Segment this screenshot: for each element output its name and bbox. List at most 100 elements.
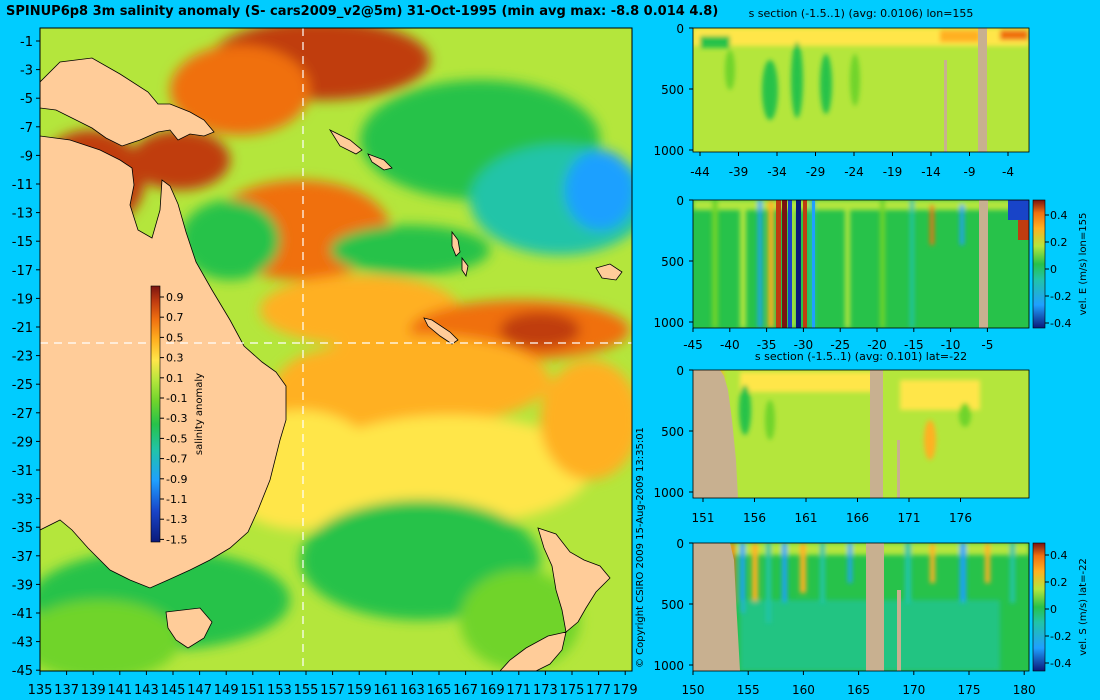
colorbar-tick-label: 0.2 xyxy=(1050,576,1068,589)
y-tick-label: -43 xyxy=(12,636,33,651)
y-tick-label: 500 xyxy=(661,598,684,612)
x-tick-label: -29 xyxy=(806,165,826,179)
panel3-y-axis: 0 500 1000 xyxy=(653,364,693,500)
new-guinea xyxy=(40,57,215,147)
panel3-x-axis: 151 156 161 166 171 176 xyxy=(692,498,972,525)
x-tick-label: 169 xyxy=(480,683,505,698)
panel2-x-axis: -45 -40 -35 -30 -25 -20 -15 -10 -5 xyxy=(683,328,993,352)
x-tick-label: 179 xyxy=(613,683,638,698)
topography xyxy=(978,28,987,152)
panel3-frame xyxy=(692,369,1030,499)
y-tick-label: -5 xyxy=(20,92,33,107)
x-tick-label: 173 xyxy=(533,683,558,698)
panel-velS-lat22: 0 500 1000 150 155 160 165 170 175 180 0.4 0.2 0 -0… xyxy=(653,537,1089,697)
x-tick-label: -44 xyxy=(690,165,710,179)
y-tick-label: 1000 xyxy=(653,316,684,330)
colorbar-tick-label: 0.7 xyxy=(166,311,184,324)
x-tick-label: 166 xyxy=(846,511,869,525)
x-tick-label: -20 xyxy=(867,338,887,352)
y-tick-label: -27 xyxy=(12,407,33,422)
y-tick-label: 0 xyxy=(676,364,684,378)
y-tick-label: 1000 xyxy=(653,486,684,500)
y-tick-label: -15 xyxy=(12,235,33,250)
panel-salinity-lat22: s section (-1.5..1) (avg: 0.101) lat=-22… xyxy=(653,350,1030,525)
y-tick-label: 0 xyxy=(676,537,684,551)
x-tick-label: -24 xyxy=(844,165,864,179)
x-tick-label: 155 xyxy=(737,683,760,697)
x-tick-label: 165 xyxy=(847,683,870,697)
colorbar-tick-label: -0.3 xyxy=(166,412,187,425)
colorbar-tick-label: -0.1 xyxy=(166,392,187,405)
y-tick-label: -9 xyxy=(20,149,33,164)
panel4-y-axis: 0 500 1000 xyxy=(653,537,693,673)
x-tick-label: -5 xyxy=(981,338,993,352)
fiji xyxy=(595,263,623,281)
colorbar-tick-label: -0.2 xyxy=(1050,630,1071,643)
colorbar-label: salinity anomaly xyxy=(194,373,205,455)
x-tick-label: -14 xyxy=(921,165,941,179)
y-tick-label: -11 xyxy=(12,178,33,193)
x-tick-label: 153 xyxy=(267,683,292,698)
colorbar-tick-label: 0 xyxy=(1050,263,1057,276)
colorbar-tick-label: 0.4 xyxy=(1050,209,1068,222)
x-tick-label: -10 xyxy=(941,338,961,352)
x-tick-label: -4 xyxy=(1002,165,1014,179)
x-tick-label: 176 xyxy=(949,511,972,525)
panel2-y-axis: 0 500 1000 xyxy=(653,194,693,330)
x-tick-label: 151 xyxy=(692,511,715,525)
y-tick-label: -19 xyxy=(12,292,33,307)
panel2-colorbar xyxy=(1032,199,1046,329)
australia xyxy=(40,135,287,589)
x-tick-label: 180 xyxy=(1013,683,1036,697)
y-tick-label: 0 xyxy=(676,194,684,208)
salinity-colorbar: 0.9 0.7 0.5 0.3 0.1 -0.1 -0.3 -0.5 -0.7 -0.9 -1.1 -… xyxy=(150,285,205,546)
x-tick-label: 141 xyxy=(107,683,132,698)
panel1-title: s section (-1.5..1) (avg: 0.0106) lon=15… xyxy=(749,7,974,20)
panel2-colorbar-ticks: 0.4 0.2 0 -0.2 -0.4 xyxy=(1045,209,1071,330)
colorbar-tick-label: -0.5 xyxy=(166,432,187,445)
y-tick-label: -21 xyxy=(12,321,33,336)
salinity-map: 135 137 139 141 143 145 147 149 151 153 155 157 159 1… xyxy=(12,27,646,698)
colorbar-tick-label: 0.4 xyxy=(1050,549,1068,562)
x-tick-label: -9 xyxy=(964,165,976,179)
colorbar-tick-label: -1.3 xyxy=(166,513,187,526)
colorbar-tick-label: -1.1 xyxy=(166,493,187,506)
y-tick-label: -31 xyxy=(12,464,33,479)
figure-title: SPINUP6p8 3m salinity anomaly (S- cars20… xyxy=(6,4,718,19)
x-tick-label: 163 xyxy=(400,683,425,698)
panel4-colorbar-ticks: 0.4 0.2 0 -0.2 -0.4 xyxy=(1045,549,1071,670)
x-tick-label: 161 xyxy=(795,511,818,525)
x-tick-label: 171 xyxy=(898,511,921,525)
panel4-frame xyxy=(692,542,1030,672)
y-tick-label: -1 xyxy=(20,35,33,50)
colorbar-tick-label: 0.1 xyxy=(166,372,184,385)
topography xyxy=(693,543,740,671)
y-tick-label: -7 xyxy=(20,121,33,136)
colorbar-tick-label: 0.3 xyxy=(166,352,184,365)
x-tick-label: -39 xyxy=(729,165,749,179)
map-frame xyxy=(39,27,633,672)
colorbar-tick-label: -0.4 xyxy=(1050,657,1071,670)
y-tick-label: 0 xyxy=(676,22,684,36)
colorbar-tick-label: -0.2 xyxy=(1050,290,1071,303)
new-zealand-north xyxy=(537,527,611,633)
x-tick-label: 159 xyxy=(347,683,372,698)
colorbar-tick-label: -0.9 xyxy=(166,473,187,486)
colorbar-tick-label: -0.7 xyxy=(166,453,187,466)
vanuatu xyxy=(451,230,469,278)
x-tick-label: -35 xyxy=(757,338,777,352)
y-tick-label: 1000 xyxy=(653,659,684,673)
map-y-axis: -1 -3 -5 -7 -9 -11 -13 -15 -17 -19 -21 -23 -25 -27 -29… xyxy=(12,35,40,679)
y-tick-label: -41 xyxy=(12,607,33,622)
y-tick-label: -39 xyxy=(12,578,33,593)
y-tick-label: 500 xyxy=(661,83,684,97)
panel2-side-label: vel. E (m/s) lon=155 xyxy=(1078,213,1089,316)
x-tick-label: 177 xyxy=(586,683,611,698)
solomon-islands xyxy=(328,129,393,171)
x-tick-label: 155 xyxy=(294,683,319,698)
new-zealand-south xyxy=(499,631,567,671)
colorbar-tick-label: -0.4 xyxy=(1050,317,1071,330)
colorbar-tick-label: 0.2 xyxy=(1050,236,1068,249)
